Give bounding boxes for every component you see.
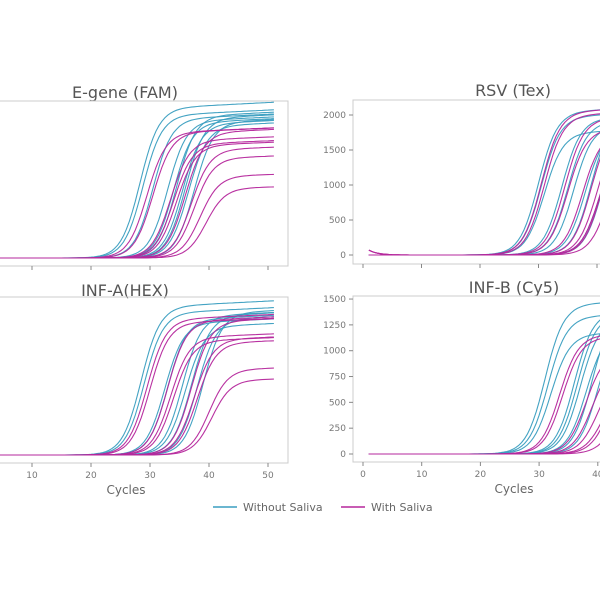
- plot-frame: [352, 295, 600, 463]
- curve-without-saliva: [368, 333, 600, 455]
- curve-without-saliva: [0, 300, 274, 456]
- curve-with-saliva: [368, 113, 600, 256]
- panel-title: RSV (Tex): [475, 81, 551, 100]
- x-axis-label: Cycles: [494, 482, 533, 496]
- x-tick-label: 30: [144, 471, 156, 481]
- panel-title: INF-B (Cy5): [469, 278, 559, 297]
- curve-with-saliva: [368, 387, 600, 455]
- y-tick-label: 0: [340, 251, 346, 261]
- curve-without-saliva: [368, 196, 600, 256]
- x-tick-label: 20: [475, 470, 487, 480]
- curve-without-saliva: [368, 325, 600, 455]
- curve-with-saliva: [368, 120, 600, 256]
- y-tick-label: 500: [329, 216, 346, 226]
- curve-without-saliva: [368, 149, 600, 256]
- curve-with-saliva: [0, 316, 274, 456]
- curve-without-saliva: [368, 130, 600, 256]
- plot-frame: [0, 100, 289, 267]
- plot-frame: [0, 296, 289, 464]
- curve-without-saliva: [0, 312, 274, 456]
- panel-1: E-gene (FAM): [0, 83, 289, 270]
- curve-with-saliva: [0, 146, 274, 259]
- x-tick-label: 20: [85, 471, 97, 481]
- curve-without-saliva: [368, 315, 600, 455]
- curve-without-saliva: [0, 113, 274, 259]
- curve-without-saliva: [0, 307, 274, 456]
- x-tick-label: 40: [203, 471, 215, 481]
- curve-with-saliva: [0, 140, 274, 259]
- curves: [368, 109, 600, 256]
- curve-without-saliva: [0, 309, 274, 456]
- curve-with-saliva: [0, 136, 274, 259]
- curve-without-saliva: [0, 311, 274, 456]
- curve-with-saliva: [368, 157, 600, 256]
- y-tick-label: 750: [329, 373, 346, 383]
- y-tick-label: 0: [340, 450, 346, 460]
- plot-frame: [352, 99, 600, 265]
- x-tick-label: 50: [262, 471, 274, 481]
- curve-with-saliva: [0, 317, 274, 456]
- curves: [368, 302, 600, 455]
- curve-with-saliva: [368, 131, 600, 256]
- panel-4: INF-B (Cy5) 0 10 20 30 40 0 250 500 750 1000 1250 15…: [323, 278, 600, 496]
- curve-without-saliva: [368, 351, 600, 455]
- curve-with-saliva: [0, 173, 274, 259]
- legend: Without Saliva With Saliva: [213, 501, 433, 514]
- curve-with-saliva: [0, 367, 274, 456]
- curve-without-saliva: [0, 316, 274, 456]
- curve-without-saliva: [0, 314, 274, 456]
- curve-with-saliva: [0, 333, 274, 456]
- curve-with-saliva: [368, 180, 600, 256]
- curve-with-saliva: [368, 335, 600, 455]
- curves: [0, 300, 274, 456]
- panel-2: RSV (Tex) 0 500 1000 1500 2000: [323, 81, 600, 268]
- panel-title: E-gene (FAM): [72, 83, 178, 102]
- curve-with-saliva: [0, 186, 274, 259]
- curve-with-saliva: [368, 368, 600, 455]
- y-tick-label: 500: [329, 398, 346, 408]
- x-tick-label: 10: [26, 471, 38, 481]
- y-tick-label: 1500: [323, 146, 346, 156]
- curve-with-saliva: [0, 378, 274, 456]
- x-tick-label: 0: [360, 470, 366, 480]
- x-tick-label: 30: [533, 470, 545, 480]
- curves: [0, 101, 274, 259]
- curve-with-saliva: [368, 221, 600, 256]
- y-tick-label: 1500: [323, 295, 346, 305]
- legend-label-without-saliva: Without Saliva: [243, 501, 323, 514]
- x-axis-label: Cycles: [106, 483, 145, 497]
- curve-with-saliva: [368, 429, 600, 455]
- curve-with-saliva: [368, 338, 600, 455]
- curve-without-saliva: [0, 322, 274, 456]
- panel-title: INF-A(HEX): [81, 281, 169, 300]
- y-tick-label: 2000: [323, 111, 346, 121]
- y-tick-label: 1000: [323, 181, 346, 191]
- legend-label-with-saliva: With Saliva: [371, 501, 433, 514]
- panel-3: INF-A(HEX) 10 20 30 40 50 Cycles: [0, 281, 289, 497]
- curve-without-saliva: [368, 131, 600, 256]
- x-tick-label: 10: [416, 470, 428, 480]
- y-tick-label: 1250: [323, 321, 346, 331]
- curve-with-saliva: [368, 443, 600, 455]
- x-tick-label: 40: [592, 470, 600, 480]
- y-tick-label: 250: [329, 424, 346, 434]
- curve-with-saliva: [368, 147, 600, 256]
- curve-without-saliva: [368, 125, 600, 256]
- y-tick-label: 1000: [323, 347, 346, 357]
